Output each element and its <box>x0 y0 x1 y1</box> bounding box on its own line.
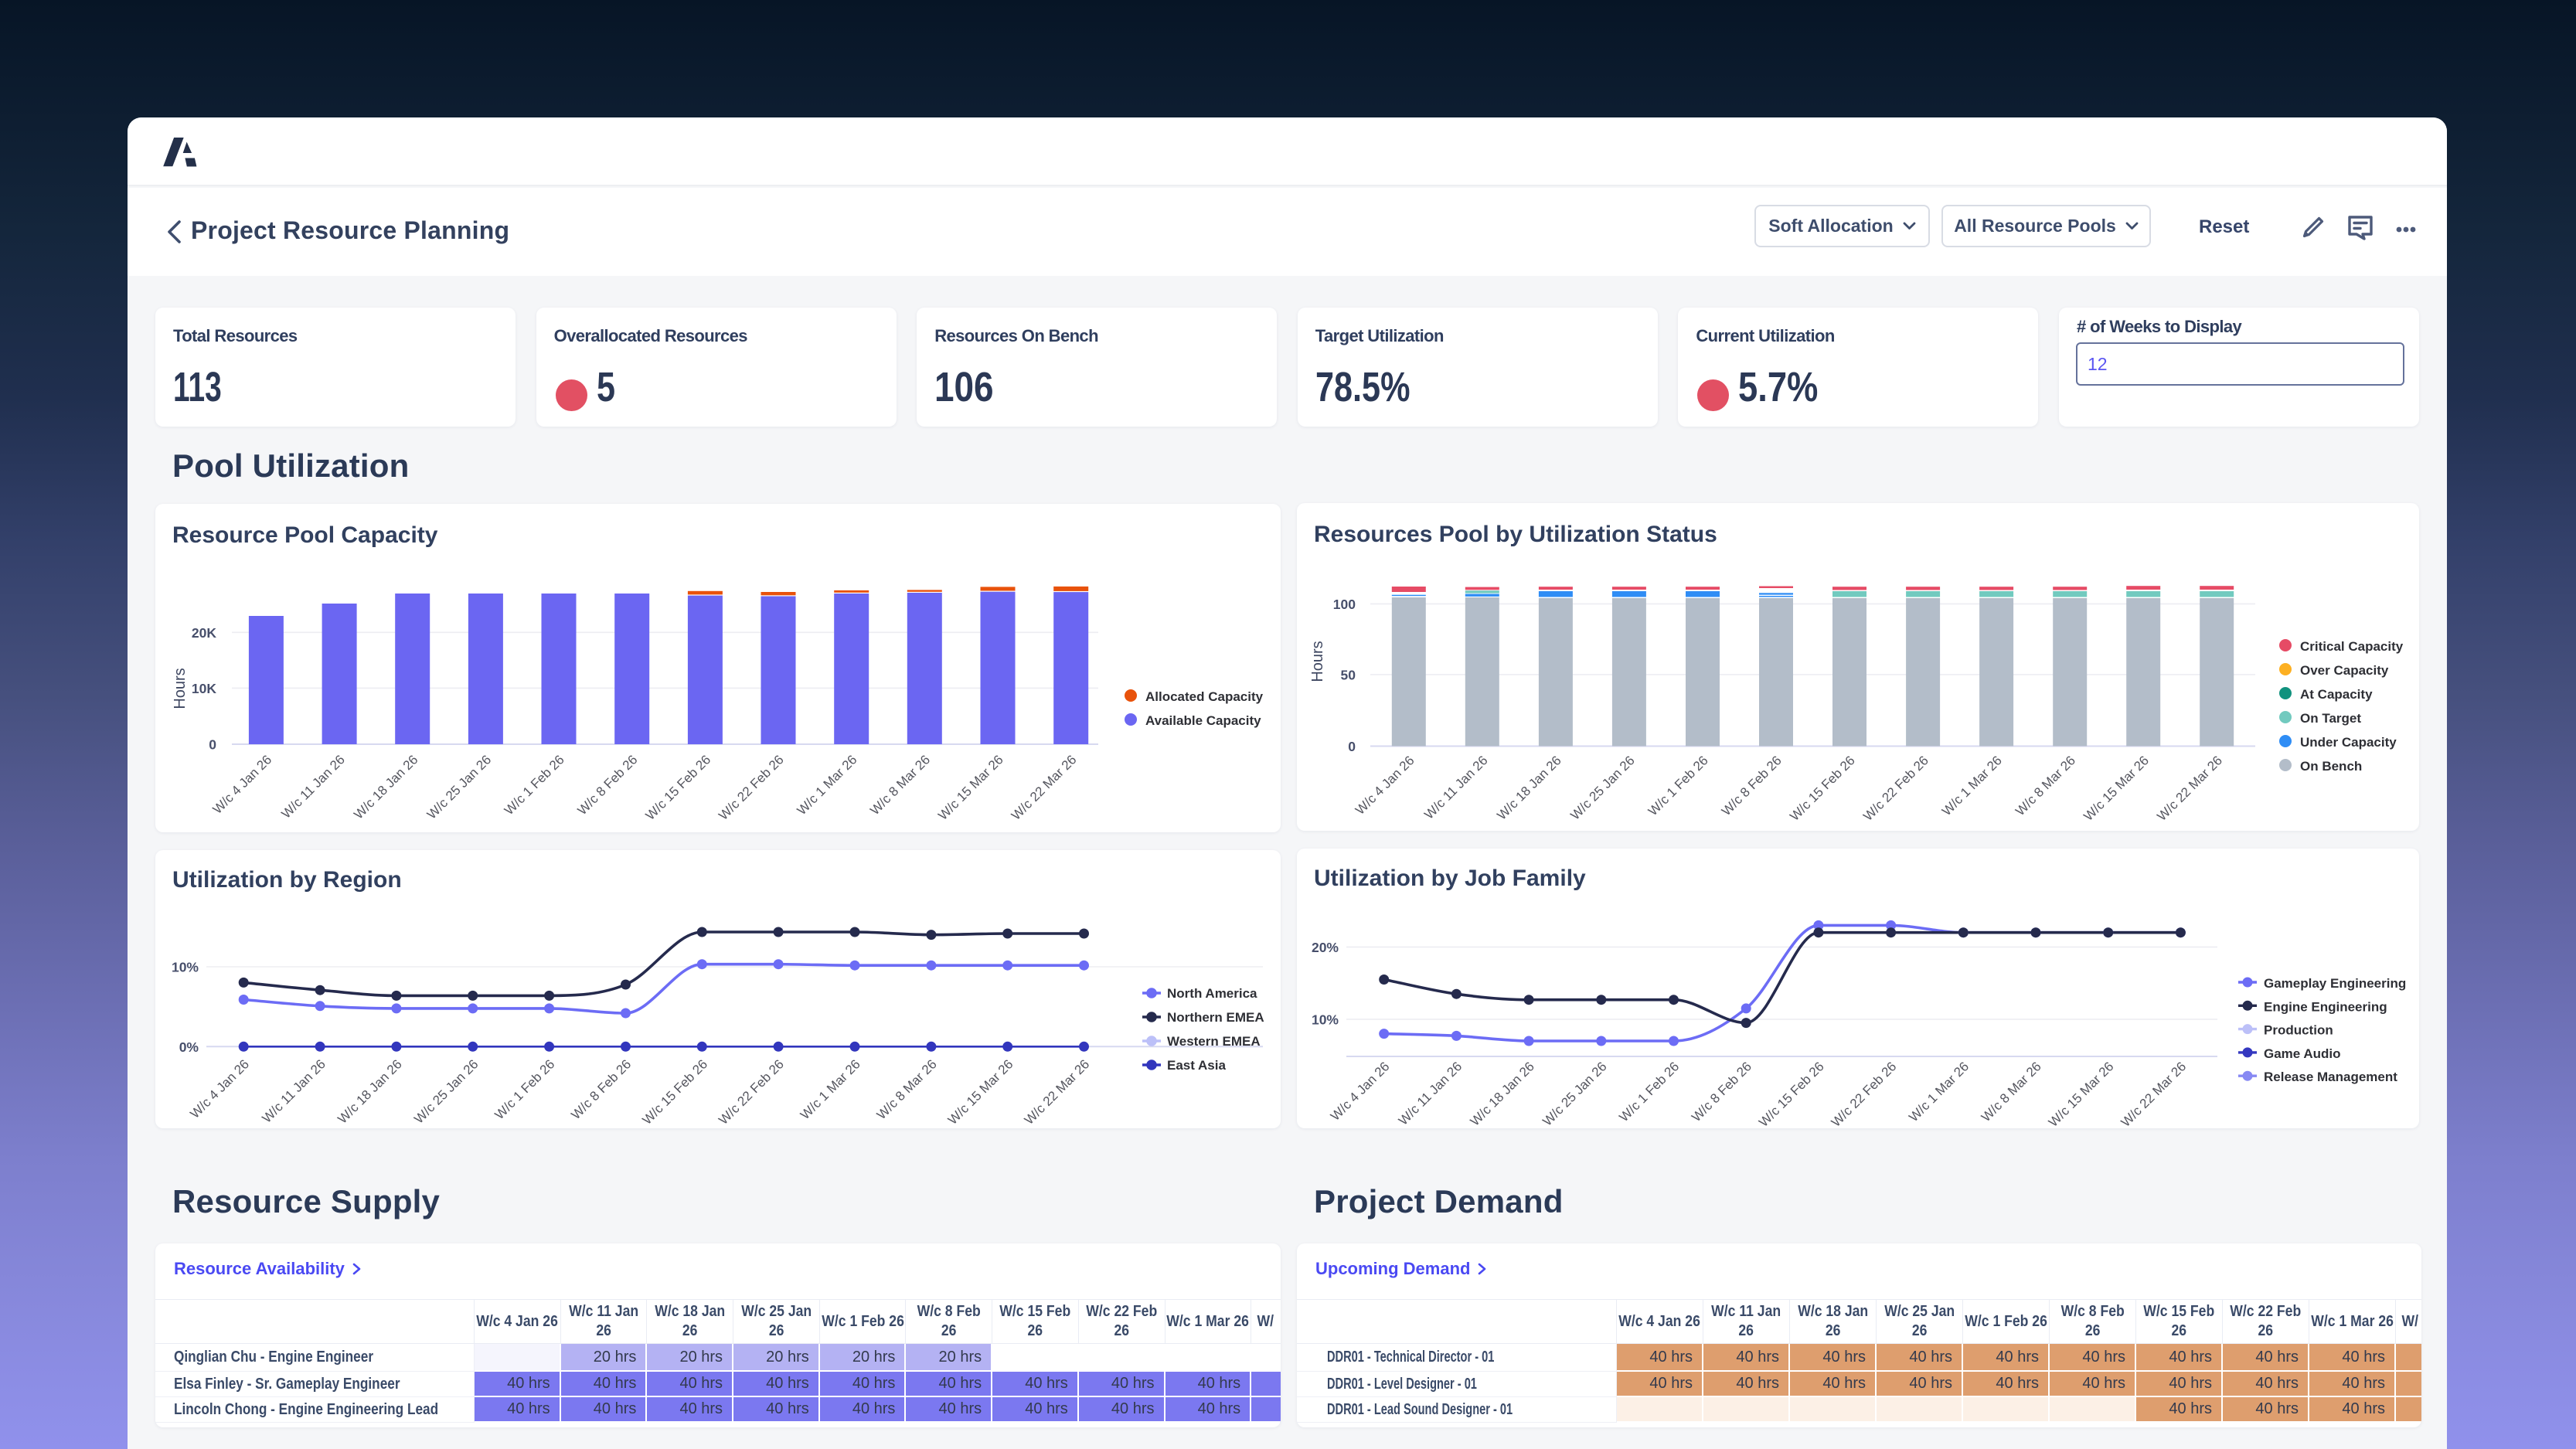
svg-text:W/c 8 Mar 26: W/c 8 Mar 26 <box>2013 753 2078 818</box>
svg-text:East Asia: East Asia <box>1167 1058 1226 1073</box>
svg-text:W/c 18 Jan 26: W/c 18 Jan 26 <box>351 752 420 821</box>
svg-text:W/c 15 Mar 26: W/c 15 Mar 26 <box>945 1056 1016 1128</box>
svg-text:W/c 8 Feb 26: W/c 8 Feb 26 <box>1689 1059 1754 1124</box>
svg-text:W/c 4 Jan 26: W/c 4 Jan 26 <box>210 752 275 817</box>
svg-text:20%: 20% <box>1312 940 1339 955</box>
svg-text:0%: 0% <box>179 1039 199 1055</box>
svg-text:W/c 8 Mar 26: W/c 8 Mar 26 <box>1979 1059 2044 1124</box>
svg-text:Game Audio: Game Audio <box>2264 1046 2341 1061</box>
svg-text:W/c 4 Jan 26: W/c 4 Jan 26 <box>1328 1059 1393 1124</box>
svg-text:0: 0 <box>1348 739 1356 754</box>
svg-text:Release Management: Release Management <box>2264 1070 2397 1084</box>
svg-text:Available Capacity: Available Capacity <box>1145 713 1261 728</box>
svg-text:Critical Capacity: Critical Capacity <box>2300 639 2404 654</box>
svg-text:W/c 8 Feb 26: W/c 8 Feb 26 <box>1719 753 1785 818</box>
svg-text:At Capacity: At Capacity <box>2300 687 2373 702</box>
svg-text:10%: 10% <box>1312 1012 1339 1027</box>
svg-text:Engine Engineering: Engine Engineering <box>2264 999 2387 1014</box>
svg-text:100: 100 <box>1333 597 1356 612</box>
svg-text:W/c 1 Feb 26: W/c 1 Feb 26 <box>492 1056 557 1122</box>
svg-text:Hours: Hours <box>1309 641 1326 682</box>
svg-text:W/c 11 Jan 26: W/c 11 Jan 26 <box>1421 753 1490 821</box>
svg-text:W/c 15 Feb 26: W/c 15 Feb 26 <box>1787 753 1858 824</box>
svg-text:W/c 15 Feb 26: W/c 15 Feb 26 <box>643 752 714 823</box>
svg-text:W/c 1 Feb 26: W/c 1 Feb 26 <box>1616 1059 1682 1124</box>
svg-text:W/c 15 Feb 26: W/c 15 Feb 26 <box>640 1056 711 1128</box>
svg-text:W/c 1 Feb 26: W/c 1 Feb 26 <box>1645 753 1711 818</box>
svg-text:W/c 1 Mar 26: W/c 1 Mar 26 <box>798 1056 863 1122</box>
svg-text:On Target: On Target <box>2300 711 2361 726</box>
svg-text:W/c 22 Mar 26: W/c 22 Mar 26 <box>2118 1059 2190 1128</box>
svg-text:W/c 4 Jan 26: W/c 4 Jan 26 <box>1353 753 1417 818</box>
svg-text:North America: North America <box>1167 986 1257 1001</box>
svg-text:W/c 25 Jan 26: W/c 25 Jan 26 <box>411 1056 481 1126</box>
svg-text:W/c 1 Mar 26: W/c 1 Mar 26 <box>1906 1059 1972 1124</box>
svg-text:W/c 22 Feb 26: W/c 22 Feb 26 <box>1829 1059 1900 1128</box>
svg-text:10K: 10K <box>192 681 216 696</box>
svg-text:Western EMEA: Western EMEA <box>1167 1034 1261 1049</box>
svg-text:Northern EMEA: Northern EMEA <box>1167 1010 1264 1025</box>
svg-text:W/c 8 Feb 26: W/c 8 Feb 26 <box>568 1056 634 1122</box>
svg-text:W/c 15 Mar 26: W/c 15 Mar 26 <box>2046 1059 2117 1128</box>
svg-text:W/c 22 Mar 26: W/c 22 Mar 26 <box>1009 752 1080 823</box>
svg-text:Over Capacity: Over Capacity <box>2300 663 2389 678</box>
svg-text:W/c 15 Feb 26: W/c 15 Feb 26 <box>1756 1059 1827 1128</box>
svg-text:W/c 1 Mar 26: W/c 1 Mar 26 <box>795 752 860 818</box>
svg-text:W/c 18 Jan 26: W/c 18 Jan 26 <box>1494 753 1564 822</box>
svg-text:W/c 25 Jan 26: W/c 25 Jan 26 <box>1567 753 1637 822</box>
svg-text:On Bench: On Bench <box>2300 759 2362 774</box>
svg-text:W/c 25 Jan 26: W/c 25 Jan 26 <box>1540 1059 1609 1128</box>
svg-text:W/c 15 Mar 26: W/c 15 Mar 26 <box>935 752 1006 823</box>
svg-text:Production: Production <box>2264 1023 2333 1038</box>
svg-text:W/c 11 Jan 26: W/c 11 Jan 26 <box>279 752 348 821</box>
svg-text:Under Capacity: Under Capacity <box>2300 735 2397 750</box>
svg-text:W/c 11 Jan 26: W/c 11 Jan 26 <box>260 1056 328 1125</box>
svg-text:W/c 22 Mar 26: W/c 22 Mar 26 <box>1022 1056 1093 1128</box>
svg-text:Gameplay Engineering: Gameplay Engineering <box>2264 976 2406 991</box>
svg-text:W/c 8 Mar 26: W/c 8 Mar 26 <box>867 752 933 818</box>
svg-text:W/c 15 Mar 26: W/c 15 Mar 26 <box>2081 753 2152 824</box>
svg-text:W/c 11 Jan 26: W/c 11 Jan 26 <box>1396 1059 1465 1128</box>
svg-text:W/c 22 Feb 26: W/c 22 Feb 26 <box>1860 753 1931 824</box>
svg-text:W/c 1 Feb 26: W/c 1 Feb 26 <box>502 752 567 818</box>
svg-text:W/c 1 Mar 26: W/c 1 Mar 26 <box>1939 753 2005 818</box>
svg-text:Hours: Hours <box>172 668 189 709</box>
svg-text:W/c 18 Jan 26: W/c 18 Jan 26 <box>335 1056 404 1126</box>
svg-text:0: 0 <box>209 737 216 753</box>
svg-text:W/c 8 Mar 26: W/c 8 Mar 26 <box>874 1056 940 1122</box>
svg-text:20K: 20K <box>192 625 216 641</box>
svg-text:10%: 10% <box>172 960 199 975</box>
svg-text:W/c 18 Jan 26: W/c 18 Jan 26 <box>1468 1059 1537 1128</box>
svg-text:W/c 22 Feb 26: W/c 22 Feb 26 <box>716 1056 787 1128</box>
svg-text:Allocated Capacity: Allocated Capacity <box>1145 689 1264 704</box>
svg-text:W/c 4 Jan 26: W/c 4 Jan 26 <box>187 1056 252 1121</box>
svg-text:W/c 8 Feb 26: W/c 8 Feb 26 <box>575 752 641 818</box>
svg-text:W/c 22 Feb 26: W/c 22 Feb 26 <box>716 752 787 823</box>
svg-text:W/c 25 Jan 26: W/c 25 Jan 26 <box>424 752 494 821</box>
svg-text:50: 50 <box>1341 667 1356 682</box>
svg-text:W/c 22 Mar 26: W/c 22 Mar 26 <box>2154 753 2225 824</box>
